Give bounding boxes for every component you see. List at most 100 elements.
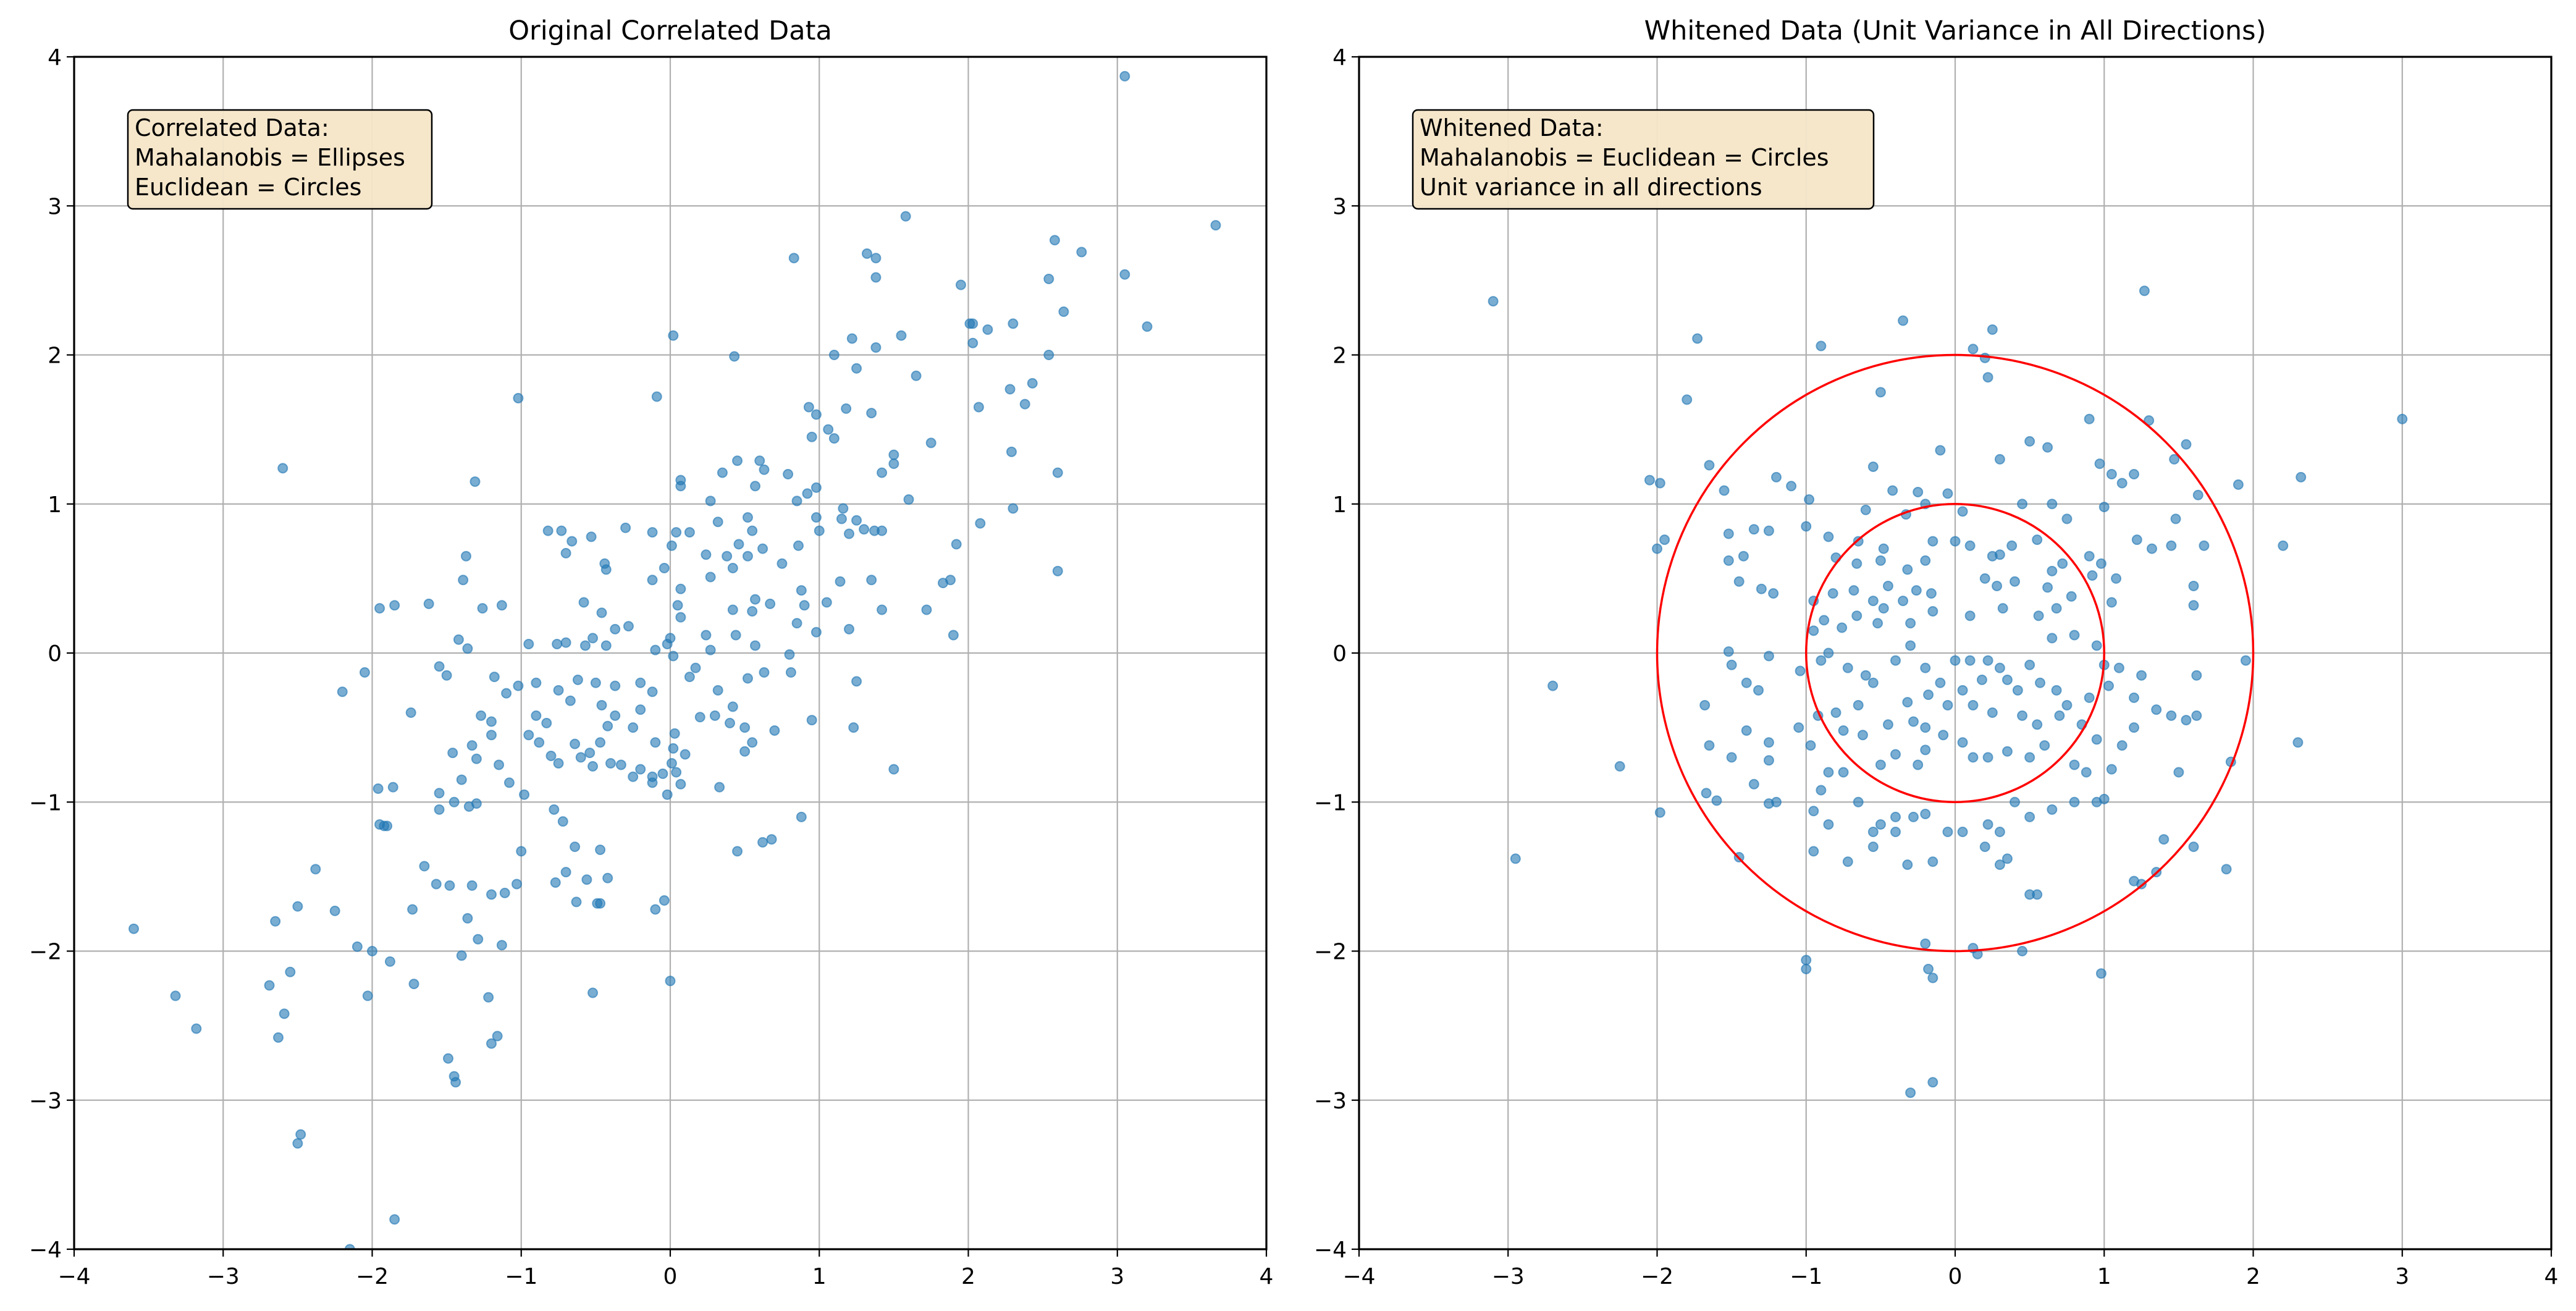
right-chart-point-64: [1878, 543, 1889, 554]
left-chart-point-27: [911, 370, 922, 381]
right-chart-point-69: [1950, 536, 1961, 547]
right-chart-point-60: [1823, 531, 1834, 542]
left-chart-point-181: [566, 536, 578, 547]
right-chart-point-78: [2087, 570, 2098, 581]
left-chart-point-263: [384, 956, 395, 967]
left-chart-point-121: [694, 712, 705, 723]
right-chart-point-13: [2084, 413, 2095, 424]
right-chart-point-220: [1927, 856, 1938, 867]
left-chart-ytick-label-2: −2: [29, 940, 62, 965]
left-chart-point-148: [553, 758, 564, 769]
left-chart-point-172: [672, 600, 683, 611]
left-chart-point-267: [456, 950, 467, 961]
right-chart-circle-radius-1: [1805, 503, 2105, 803]
right-chart-point-193: [1913, 759, 1924, 770]
right-chart-point-31: [2116, 478, 2128, 489]
right-chart-point-184: [2106, 764, 2117, 775]
right-chart-point-35: [1860, 504, 1871, 515]
left-chart-point-268: [496, 940, 507, 951]
left-chart-point-163: [590, 677, 601, 688]
left-chart-point-271: [492, 1031, 503, 1042]
right-chart-point-154: [1923, 689, 1934, 701]
left-chart-xtick-label-2: −2: [356, 1264, 389, 1289]
left-chart-point-202: [458, 575, 469, 586]
right-chart-point-187: [2001, 746, 2013, 757]
left-chart-point-200: [277, 463, 288, 474]
left-chart-point-167: [650, 644, 661, 656]
right-chart-point-156: [1867, 677, 1879, 688]
left-chart-point-210: [434, 661, 445, 672]
left-chart-point-209: [462, 643, 473, 654]
right-chart-point-181: [2116, 740, 2128, 751]
right-chart-point-224: [1994, 827, 2005, 837]
right-chart-point-240: [2158, 834, 2170, 845]
left-chart-point-15: [967, 318, 979, 329]
left-chart-point-10: [870, 253, 882, 264]
left-chart-point-45: [759, 464, 770, 475]
right-chart-point-211: [1920, 809, 1931, 820]
right-chart-point-111: [1808, 625, 1819, 636]
left-chart-point-9: [861, 248, 872, 259]
right-chart-point-213: [1875, 819, 1886, 830]
right-chart-point-92: [1911, 585, 1922, 596]
right-chart-point-32: [1771, 471, 1782, 483]
left-chart-point-60: [836, 513, 847, 525]
left-chart-annotation: Correlated Data: Mahalanobis = Ellipses …: [127, 109, 433, 210]
right-chart-point-124: [1890, 655, 1901, 666]
right-chart-circles: [1656, 353, 2255, 953]
right-chart-point-173: [1987, 707, 1998, 718]
left-chart-point-80: [727, 562, 738, 573]
left-chart-point-74: [733, 539, 744, 550]
left-chart-point-178: [586, 531, 597, 542]
right-chart-point-7: [1979, 352, 1990, 363]
left-chart-point-135: [662, 789, 673, 800]
left-chart-ytick-label-3: −1: [29, 790, 62, 816]
left-chart-point-224: [456, 774, 467, 785]
right-chart-point-0: [1488, 296, 1499, 307]
left-chart-point-185: [610, 623, 621, 634]
left-chart-point-258: [659, 895, 670, 906]
left-chart-point-21: [870, 342, 882, 353]
right-chart-point-203: [1614, 761, 1625, 772]
right-chart-point-112: [1823, 647, 1834, 659]
left-chart-point-57: [705, 495, 716, 507]
right-chart-point-232: [2010, 796, 2020, 807]
right-chart-point-54: [1723, 528, 1734, 539]
right-chart-point-105: [1905, 618, 1916, 629]
left-chart-point-215: [476, 710, 487, 721]
left-chart-point-199: [469, 476, 481, 487]
left-chart-point-195: [671, 527, 682, 538]
right-chart-scatter-points: [1488, 285, 2408, 1098]
left-chart-point-232: [434, 804, 445, 815]
right-chart-ytick-label-7: 3: [1332, 194, 1347, 219]
right-chart-point-36: [1887, 485, 1898, 496]
left-chart-point-7: [1058, 306, 1069, 318]
right-chart-point-51: [2131, 534, 2142, 546]
left-chart-point-52: [802, 488, 813, 499]
left-chart-point-120: [739, 746, 751, 757]
right-chart-xtick-label-7: 3: [2395, 1264, 2409, 1289]
right-chart-point-157: [1853, 699, 1864, 710]
left-chart-point-261: [351, 941, 363, 952]
right-chart-point-165: [1805, 740, 1816, 751]
right-chart-point-93: [1926, 588, 1937, 599]
left-chart-point-73: [757, 543, 768, 554]
left-chart-point-254: [379, 820, 390, 832]
right-chart-point-162: [1704, 740, 1715, 751]
right-chart-point-102: [1997, 603, 2008, 614]
left-chart-point-239: [595, 844, 606, 855]
right-chart-ticks: −4 −3 −2 −1 0 1 2 3 4 −4 −3 −2 −1 0 1 2 3 4: [1314, 45, 2559, 1289]
left-chart-point-105: [784, 649, 795, 660]
right-chart-point-179: [2129, 722, 2139, 733]
left-chart-point-4: [1076, 247, 1087, 258]
right-chart-point-119: [1753, 685, 1764, 696]
left-chart-point-41: [1006, 446, 1017, 457]
left-chart-point-212: [489, 672, 500, 683]
left-chart-point-197: [666, 540, 677, 551]
right-chart-point-123: [1860, 670, 1871, 681]
left-chart-point-257: [592, 898, 603, 909]
right-chart-point-9: [1682, 394, 1693, 405]
right-chart-point-23: [2192, 489, 2203, 500]
left-chart-point-13: [955, 279, 966, 290]
left-chart-point-149: [545, 750, 557, 761]
